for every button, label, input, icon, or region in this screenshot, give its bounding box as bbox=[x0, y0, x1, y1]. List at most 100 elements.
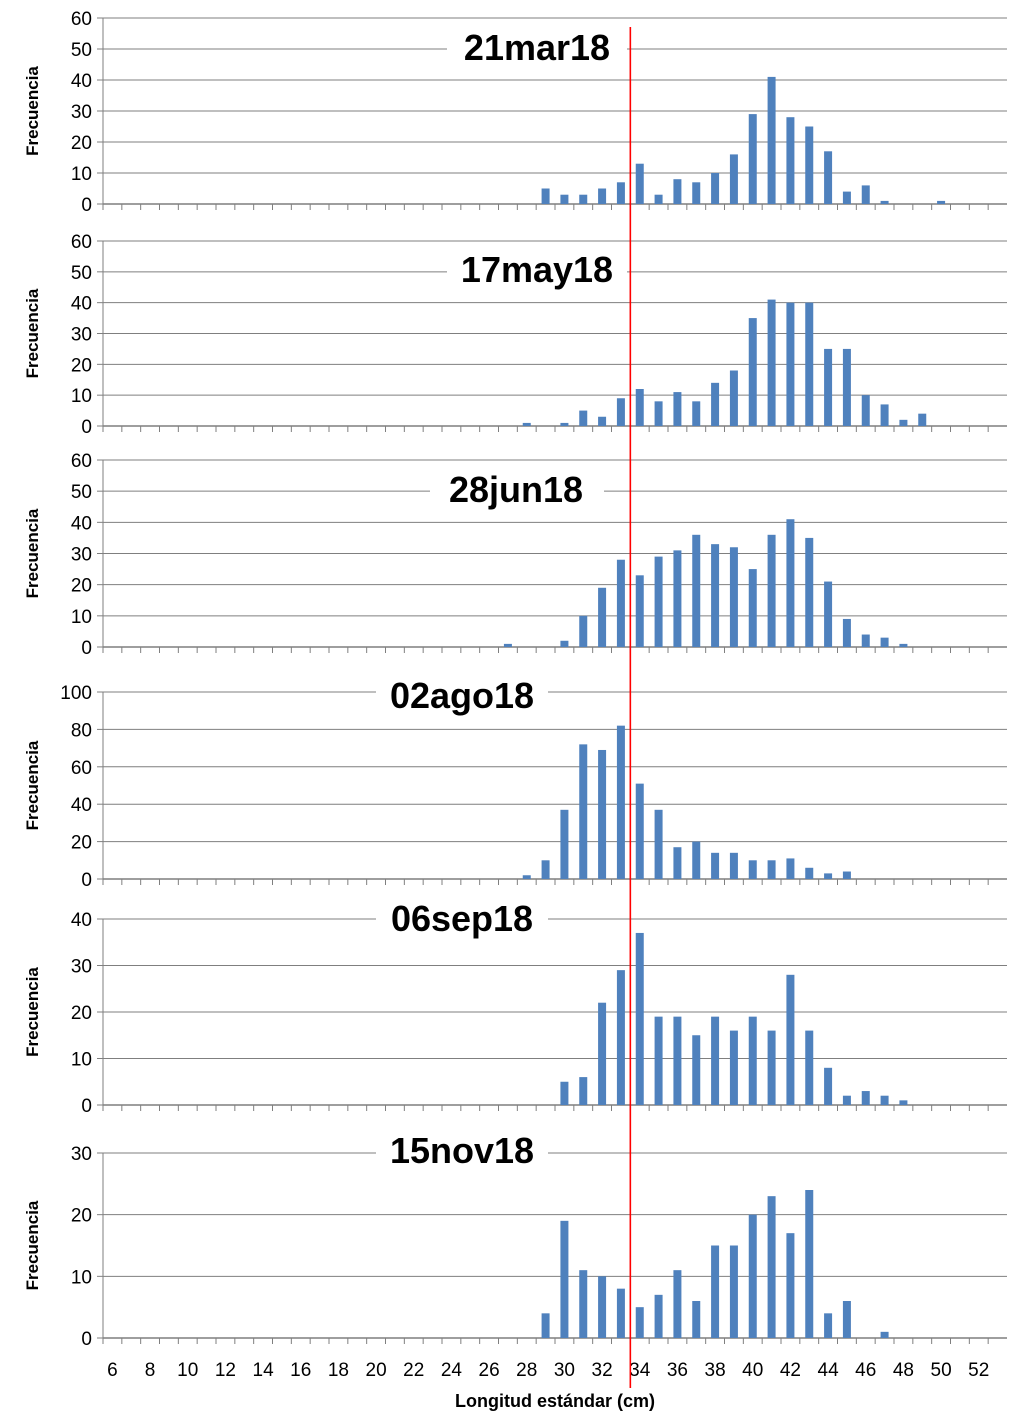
x-tick-label: 34 bbox=[629, 1360, 651, 1381]
bar bbox=[673, 550, 681, 647]
x-tick-label: 26 bbox=[479, 1360, 500, 1381]
bar bbox=[598, 588, 606, 647]
y-axis-label: Frecuencia bbox=[23, 1200, 42, 1290]
y-tick-label: 0 bbox=[81, 638, 92, 659]
bar bbox=[711, 544, 719, 647]
y-tick-label: 20 bbox=[71, 1003, 92, 1024]
panel-06sep18: 010203040 06sep18Frecuencia bbox=[23, 898, 1007, 1117]
bar bbox=[692, 182, 700, 204]
bar bbox=[786, 858, 794, 879]
x-tick-label: 20 bbox=[366, 1360, 387, 1381]
y-axis-label: Frecuencia bbox=[23, 288, 42, 378]
bar bbox=[918, 414, 926, 426]
bar bbox=[711, 173, 719, 204]
bar bbox=[805, 538, 813, 647]
bar bbox=[598, 1276, 606, 1338]
bar bbox=[579, 1270, 587, 1338]
bar bbox=[824, 1068, 832, 1105]
bar bbox=[881, 1096, 889, 1105]
x-tick-label: 10 bbox=[177, 1360, 198, 1381]
bar bbox=[749, 318, 757, 426]
bar bbox=[730, 154, 738, 204]
y-tick-label: 30 bbox=[71, 325, 92, 346]
bar bbox=[579, 616, 587, 647]
bar bbox=[843, 349, 851, 426]
bar bbox=[636, 164, 644, 204]
bar bbox=[673, 179, 681, 204]
panel-title: 17may18 bbox=[461, 249, 613, 290]
bar bbox=[805, 868, 813, 879]
y-tick-label: 0 bbox=[81, 1096, 92, 1117]
bar bbox=[579, 1077, 587, 1105]
y-tick-label: 40 bbox=[71, 910, 92, 931]
bar bbox=[881, 638, 889, 647]
bar bbox=[636, 784, 644, 879]
x-tick-label: 16 bbox=[290, 1360, 311, 1381]
x-axis-label: Longitud estándar (cm) bbox=[455, 1391, 655, 1411]
bar bbox=[655, 401, 663, 426]
bar bbox=[655, 557, 663, 647]
bar bbox=[636, 933, 644, 1105]
bar bbox=[899, 1100, 907, 1105]
y-tick-label: 40 bbox=[71, 294, 92, 315]
bar bbox=[768, 77, 776, 204]
y-tick-label: 20 bbox=[71, 576, 92, 597]
bar bbox=[824, 873, 832, 879]
bar bbox=[862, 185, 870, 204]
bar bbox=[673, 847, 681, 879]
x-axis: 6 8 10 12 14 16 18 20 22 24 26 28 30 32 34 36 38 40 42 44 46… bbox=[107, 1360, 989, 1381]
y-tick-label: 60 bbox=[71, 232, 92, 253]
panel-title: 21mar18 bbox=[464, 27, 610, 68]
x-tick-label: 18 bbox=[328, 1360, 349, 1381]
bar bbox=[579, 744, 587, 879]
bar bbox=[673, 1017, 681, 1105]
bar bbox=[881, 201, 889, 204]
bar bbox=[598, 417, 606, 426]
bar bbox=[579, 411, 587, 426]
bar bbox=[692, 842, 700, 879]
y-tick-label: 0 bbox=[81, 417, 92, 438]
bar bbox=[560, 1221, 568, 1338]
bar bbox=[749, 1017, 757, 1105]
panel-02ago18: 0 20 40 60 80 100 02ago18 Frecuencia bbox=[23, 675, 1007, 891]
bar bbox=[692, 535, 700, 647]
y-tick-label: 60 bbox=[71, 9, 92, 30]
bar bbox=[504, 644, 512, 647]
bar bbox=[655, 195, 663, 204]
bar bbox=[768, 860, 776, 879]
bar bbox=[692, 401, 700, 426]
bar bbox=[749, 114, 757, 204]
x-tick-label: 48 bbox=[893, 1360, 914, 1381]
bar bbox=[560, 641, 568, 647]
bar bbox=[560, 1082, 568, 1105]
bar bbox=[542, 860, 550, 879]
bar bbox=[862, 635, 870, 647]
bar bbox=[636, 1307, 644, 1338]
bar bbox=[862, 1091, 870, 1105]
y-tick-label: 40 bbox=[71, 795, 92, 816]
y-tick-label: 50 bbox=[71, 40, 92, 61]
bar bbox=[598, 1003, 606, 1105]
x-tick-label: 50 bbox=[931, 1360, 952, 1381]
x-tick-label: 52 bbox=[968, 1360, 989, 1381]
y-tick-label: 20 bbox=[71, 1206, 92, 1227]
x-tick-label: 32 bbox=[592, 1360, 613, 1381]
bar bbox=[673, 392, 681, 426]
bar bbox=[730, 1031, 738, 1105]
y-tick-label: 100 bbox=[60, 683, 92, 704]
bar bbox=[542, 1313, 550, 1338]
x-tick-label: 38 bbox=[705, 1360, 726, 1381]
panel-title: 28jun18 bbox=[449, 469, 583, 510]
x-tick-label: 8 bbox=[145, 1360, 156, 1381]
bar bbox=[899, 420, 907, 426]
y-tick-label: 40 bbox=[71, 513, 92, 534]
x-tick-label: 24 bbox=[441, 1360, 463, 1381]
bar bbox=[673, 1270, 681, 1338]
y-tick-label: 10 bbox=[71, 1050, 92, 1071]
bar bbox=[843, 1301, 851, 1338]
bar bbox=[899, 644, 907, 647]
y-tick-label: 30 bbox=[71, 1144, 92, 1165]
y-tick-label: 0 bbox=[81, 195, 92, 216]
bar bbox=[655, 1295, 663, 1338]
